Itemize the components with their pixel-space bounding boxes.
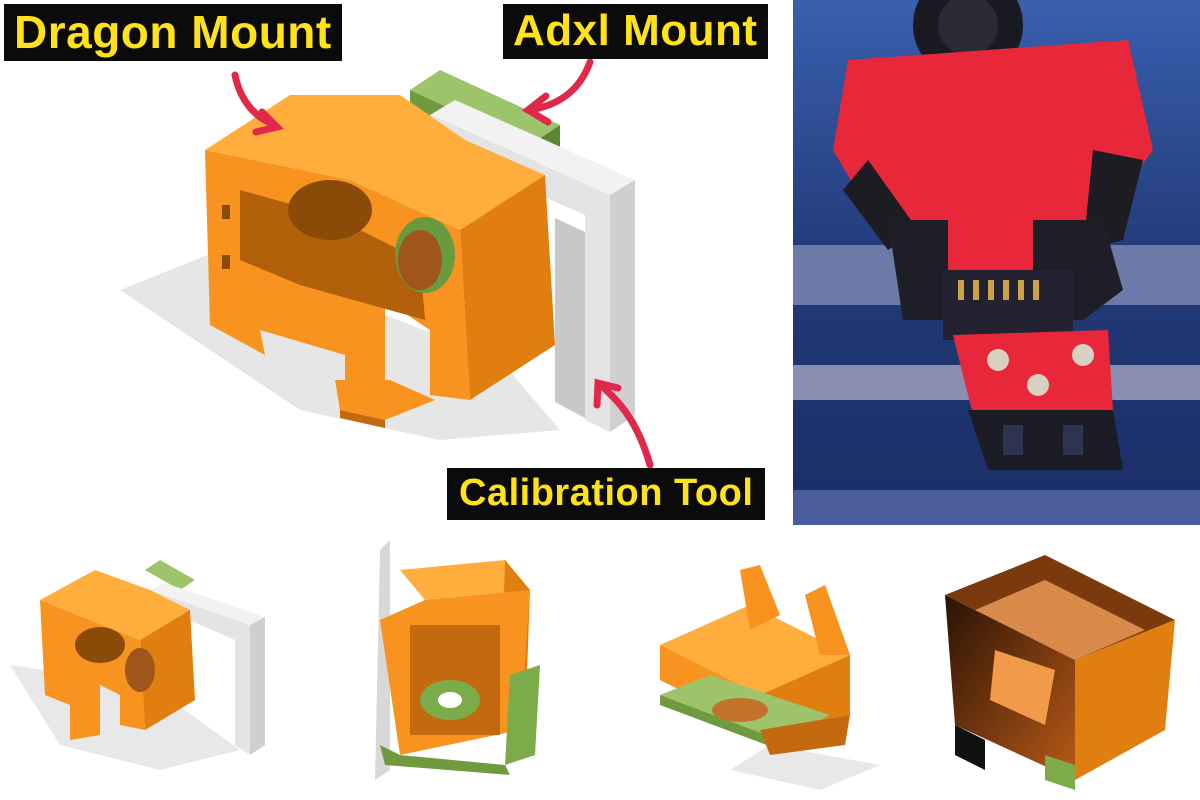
view-dark: [935, 550, 1200, 800]
dragon-mount-label: Dragon Mount: [4, 4, 342, 61]
dragon-mount-part: [205, 95, 555, 428]
main-cad-render: [0, 0, 790, 530]
photo-illustration: [793, 0, 1200, 525]
view-assembled-render: [10, 560, 265, 770]
view-side-render: [660, 565, 880, 790]
view-bottom-render: [375, 540, 540, 780]
view-bottom: [340, 530, 560, 800]
curved-arrow-icon: [521, 58, 594, 126]
curved-arrow-icon: [231, 71, 284, 136]
calibration-tool-label: Calibration Tool: [447, 468, 766, 520]
calibration-tool-part: [430, 100, 635, 432]
adxl-mount-label: Adxl Mount: [503, 4, 768, 59]
view-dark-render: [945, 555, 1175, 790]
red-plate: [953, 330, 1113, 415]
view-side: [620, 555, 900, 800]
hotend-photo: [793, 0, 1200, 525]
assembly-render: [120, 58, 654, 469]
curved-arrow-icon: [593, 378, 654, 469]
view-assembled: [0, 545, 290, 800]
red-shroud: [833, 40, 1153, 235]
